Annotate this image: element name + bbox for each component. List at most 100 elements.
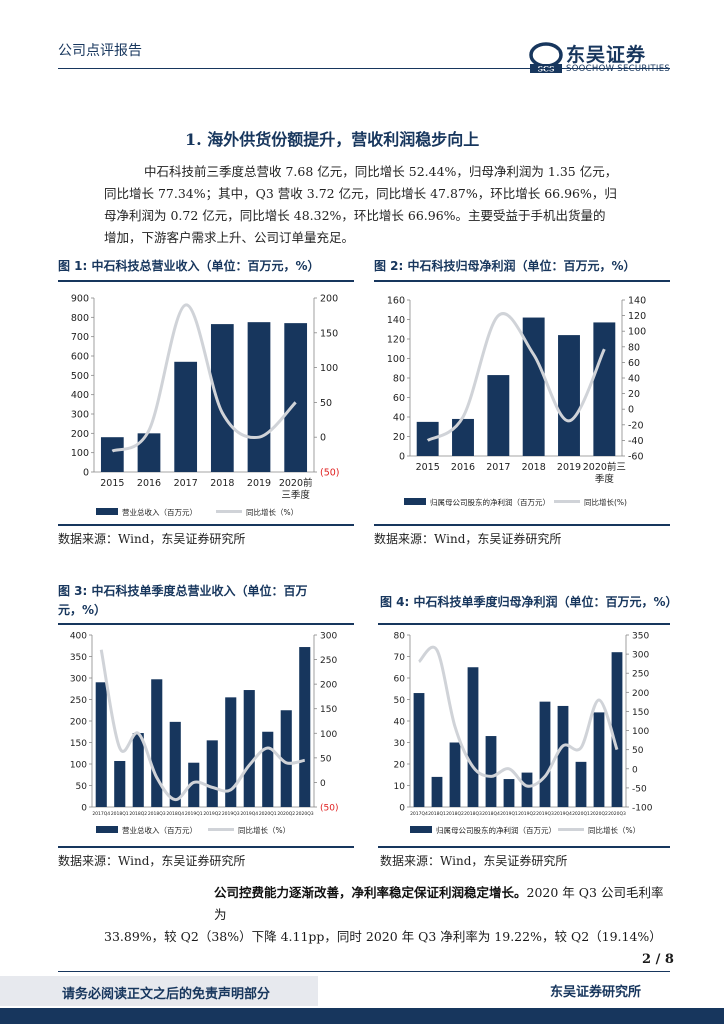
bar <box>487 375 510 456</box>
figure-3-title-text: 图 3: 中石科技单季度总营业收入（单位：百万 <box>58 584 308 598</box>
right-tick-label: 0 <box>628 405 634 416</box>
category-label: 2018Q1 <box>111 811 129 817</box>
left-tick-label: 120 <box>387 335 405 346</box>
left-tick-label: 200 <box>71 429 89 440</box>
right-tick-label: 300 <box>320 632 337 642</box>
category-label: 2019Q4 <box>240 811 258 817</box>
figure-4-title: 图 4: 中石科技单季度归母净利润（单位：百万元，%） <box>380 593 680 612</box>
right-tick-label: 250 <box>320 656 337 666</box>
bar <box>95 682 107 807</box>
figure-1-source: 数据来源：Wind，东吴证券研究所 <box>58 532 246 546</box>
legend-line-label: 同比增长（%） <box>246 507 298 517</box>
right-tick-label: 60 <box>628 358 640 369</box>
figure-2-source: 数据来源：Wind，东吴证券研究所 <box>374 532 562 546</box>
right-tick-label: 150 <box>320 328 338 339</box>
bar <box>449 742 461 807</box>
category-label: 2020Q2 <box>277 811 295 817</box>
right-tick-label: 200 <box>320 294 338 305</box>
category-label: 2019Q3 <box>536 811 554 817</box>
left-tick-label: 600 <box>71 352 89 363</box>
bar <box>280 710 292 807</box>
chart-1-svg: 0 100 200 300 400 500 600 700 800 900 (50) 0 50 100 15… <box>71 294 340 518</box>
category-label: 2019Q4 <box>554 811 572 817</box>
figure-2-title: 图 2: 中石科技归母净利润（单位：百万元，%） <box>374 257 674 276</box>
right-tick-label: -20 <box>628 420 644 431</box>
right-tick-label: 150 <box>320 705 337 715</box>
logo-cn-text: 东吴证券 <box>566 44 647 66</box>
figure-3-bottom-rule <box>58 846 354 848</box>
figure-4-title-text: 图 4: 中石科技单季度归母净利润（单位：百万元，%） <box>380 595 678 609</box>
left-tick-label: 40 <box>394 718 406 728</box>
paragraph-line: 母净利润为 0.72 亿元，同比增长 48.32%，环比增长 66.96%。主要… <box>104 208 606 223</box>
right-tick-label: 100 <box>320 363 338 374</box>
scs-logo-icon: SCS <box>529 42 563 74</box>
section-paragraph: 中石科技前三季度总营收 7.68 亿元，同比增长 52.44%，归母净利润为 1… <box>104 161 672 249</box>
right-tick-label: (50) <box>320 468 340 479</box>
growth-line <box>99 649 306 802</box>
right-tick-label: (50) <box>320 804 338 814</box>
header-divider <box>58 68 670 69</box>
figure-1-title-text: 图 1: 中石科技总营业收入（单位：百万元，%） <box>58 259 320 273</box>
report-type-label: 公司点评报告 <box>58 43 142 59</box>
left-tick-label: 50 <box>394 696 406 706</box>
bar <box>210 324 234 472</box>
institute-name: 东吴证券研究所 <box>550 985 642 1000</box>
figure-2-bottom-rule <box>374 524 670 526</box>
right-tick-label: 0 <box>320 433 326 444</box>
figure-1-title: 图 1: 中石科技总营业收入（单位：百万元，%） <box>58 257 358 276</box>
right-tick-label: 100 <box>632 727 649 737</box>
left-tick-label: 40 <box>393 413 405 424</box>
category-label: 2020Q2 <box>590 811 608 817</box>
category-label: 2019 <box>247 478 271 489</box>
left-tick-label: 80 <box>394 632 406 642</box>
left-tick-label: 100 <box>387 354 405 365</box>
logo-mark-text: SCS <box>538 65 555 74</box>
left-tick-label: 20 <box>393 432 405 443</box>
figure-3-chart: 0 50 100 150 200 250 300 350 400 (50) 0 50 100 150 200… <box>58 625 354 849</box>
left-tick-label: 100 <box>71 448 89 459</box>
left-tick-label: 30 <box>394 739 406 749</box>
legend-bar-swatch <box>96 508 118 515</box>
legend-line-label: 同比增长（%） <box>588 825 640 835</box>
bar <box>299 647 311 807</box>
bar <box>467 667 479 807</box>
category-label: 2015 <box>100 478 124 489</box>
right-tick-label: 100 <box>628 327 646 338</box>
left-tick-label: 300 <box>71 410 89 421</box>
chart-4-svg: 0 10 20 30 40 50 60 70 80 -100 -50 0 50 100 150 200 250 3… <box>394 632 653 836</box>
bar <box>593 322 616 456</box>
left-tick-label: 800 <box>71 313 89 324</box>
bar <box>114 760 126 807</box>
figure-3-title-text-2: 元，%） <box>58 603 107 617</box>
category-label: 2018Q3 <box>464 811 482 817</box>
bar <box>206 740 218 807</box>
category-label: 2017Q4 <box>92 811 110 817</box>
bar <box>611 652 623 807</box>
left-tick-label: 50 <box>76 782 88 792</box>
bar <box>284 323 308 472</box>
bar <box>539 701 551 807</box>
left-tick-label: 0 <box>399 804 405 814</box>
right-tick-label: 200 <box>632 689 649 699</box>
category-label: 2018Q1 <box>428 811 446 817</box>
bar <box>431 776 443 807</box>
bar <box>132 733 144 807</box>
right-tick-label: -40 <box>628 436 644 447</box>
right-tick-label: 50 <box>320 754 332 764</box>
legend-bar-swatch <box>404 498 426 505</box>
bar <box>413 693 425 807</box>
figure-1-rule <box>58 280 354 282</box>
left-tick-label: 300 <box>70 675 87 685</box>
category-label: 2020Q3 <box>608 811 626 817</box>
category-label: 2019Q2 <box>518 811 536 817</box>
right-tick-label: 80 <box>628 342 640 353</box>
category-label: 2018Q4 <box>166 811 184 817</box>
left-tick-label: 400 <box>70 632 87 642</box>
left-tick-label: 140 <box>387 315 405 326</box>
paragraph-line: 中石科技前三季度总营收 7.68 亿元，同比增长 52.44%，归母净利润为 1… <box>144 164 618 179</box>
figure-4-source: 数据来源：Wind，东吴证券研究所 <box>380 854 568 868</box>
category-label: 2020前三 <box>583 461 626 473</box>
legend-bar-label: 营业总收入（百万元） <box>122 825 197 835</box>
bar <box>503 779 515 807</box>
bar <box>137 433 161 472</box>
